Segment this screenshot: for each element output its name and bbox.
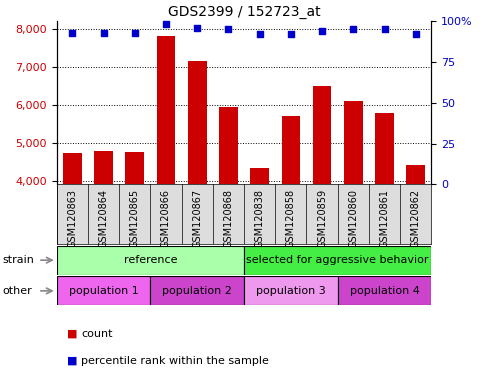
- Point: [100, 30, 107, 36]
- Bar: [244, 276, 338, 305]
- Text: ■: ■: [67, 356, 77, 366]
- Point: [318, 28, 326, 34]
- Text: ■: ■: [67, 329, 77, 339]
- Bar: [282, 116, 300, 332]
- Text: GSM120866: GSM120866: [161, 189, 171, 248]
- Text: GSM120858: GSM120858: [286, 189, 296, 248]
- Bar: [125, 152, 144, 332]
- Point: [287, 31, 295, 37]
- Bar: [63, 153, 82, 332]
- Text: GSM120868: GSM120868: [223, 189, 233, 248]
- Text: GSM120860: GSM120860: [349, 189, 358, 248]
- Text: GSM120864: GSM120864: [99, 189, 108, 248]
- Point: [224, 26, 232, 32]
- Bar: [157, 36, 176, 332]
- Text: population 1: population 1: [69, 286, 139, 296]
- Text: GSM120861: GSM120861: [380, 189, 389, 248]
- Text: percentile rank within the sample: percentile rank within the sample: [81, 356, 269, 366]
- Point: [256, 31, 264, 37]
- Bar: [344, 101, 363, 332]
- Bar: [375, 113, 394, 332]
- Bar: [313, 86, 331, 332]
- Bar: [57, 276, 150, 305]
- Text: strain: strain: [2, 255, 35, 265]
- Point: [131, 30, 139, 36]
- Bar: [57, 246, 244, 275]
- Point: [412, 31, 420, 37]
- Title: GDS2399 / 152723_at: GDS2399 / 152723_at: [168, 5, 320, 19]
- Text: count: count: [81, 329, 113, 339]
- Bar: [94, 151, 113, 332]
- Bar: [244, 246, 431, 275]
- Text: GSM120865: GSM120865: [130, 189, 140, 248]
- Text: population 3: population 3: [256, 286, 326, 296]
- Text: GSM120859: GSM120859: [317, 189, 327, 248]
- Text: GSM120862: GSM120862: [411, 189, 421, 248]
- Text: reference: reference: [124, 255, 177, 265]
- Text: selected for aggressive behavior: selected for aggressive behavior: [246, 255, 429, 265]
- Text: GSM120838: GSM120838: [255, 189, 265, 248]
- Point: [381, 26, 388, 32]
- Text: population 2: population 2: [162, 286, 232, 296]
- Point: [69, 30, 76, 36]
- Bar: [188, 61, 207, 332]
- Point: [350, 26, 357, 32]
- Bar: [150, 276, 244, 305]
- Text: GSM120867: GSM120867: [192, 189, 202, 248]
- Text: other: other: [2, 286, 32, 296]
- Text: GSM120863: GSM120863: [68, 189, 77, 248]
- Point: [162, 22, 170, 28]
- Bar: [219, 106, 238, 332]
- Text: population 4: population 4: [350, 286, 420, 296]
- Point: [193, 25, 201, 31]
- Bar: [406, 165, 425, 332]
- Bar: [338, 276, 431, 305]
- Bar: [250, 168, 269, 332]
